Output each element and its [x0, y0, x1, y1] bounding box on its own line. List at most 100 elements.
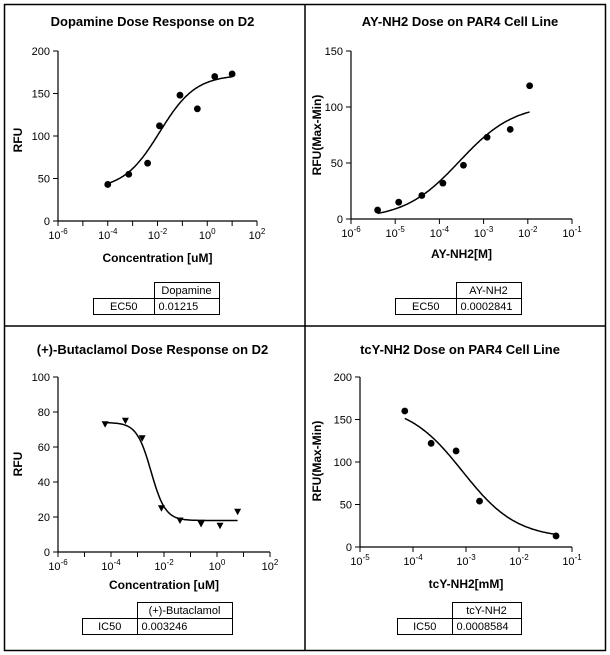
table-column-label: Dopamine — [153, 282, 220, 299]
x-tick-label: 10-4 — [101, 558, 121, 573]
data-point — [216, 522, 224, 530]
fit-curve — [377, 111, 530, 215]
chart-panel-dopamine: Dopamine Dose Response on D2 0 50 100 150 20… — [0, 0, 305, 326]
y-tick-label: 40 — [38, 477, 50, 489]
chart-panel-ay-nh2: AY-NH2 Dose on PAR4 Cell Line 0 50 100 150 1… — [305, 0, 610, 326]
y-tick-label: 0 — [346, 542, 352, 554]
x-tick-label: 100 — [209, 558, 226, 573]
y-tick-label: 100 — [325, 102, 343, 114]
data-point — [144, 159, 152, 167]
table-value: 0.003246 — [136, 618, 233, 635]
x-tick-label: 10-4 — [430, 225, 450, 240]
x-tick-label: 10-5 — [350, 553, 370, 568]
data-point — [526, 82, 534, 90]
data-point — [121, 417, 129, 425]
y-tick-label: 20 — [38, 512, 50, 524]
y-tick-label: 150 — [325, 46, 343, 58]
y-tick-label: 0 — [337, 214, 343, 226]
y-tick-label: 100 — [334, 457, 352, 469]
plot-area: 0 50 100 150 200 10-6 10-4 10-2 100 102 Concentrat… — [11, 46, 266, 265]
data-point — [552, 532, 560, 540]
table-row-label: EC50 — [395, 298, 457, 315]
x-tick-label: 100 — [199, 227, 216, 242]
table-row-label: IC50 — [82, 618, 138, 635]
y-axis-label: RFU(Max-Min) — [310, 421, 324, 502]
x-tick-label: 10-5 — [386, 225, 406, 240]
x-tick-label: 10-1 — [562, 225, 582, 240]
x-tick-label: 10-1 — [562, 553, 582, 568]
x-tick-label: 10-2 — [154, 558, 174, 573]
x-axis-label: Concentration [uM] — [109, 578, 219, 592]
data-point — [483, 133, 491, 141]
data-point — [418, 192, 426, 199]
data-point — [476, 497, 483, 505]
ic50-table: tcY-NH2 IC50 0.0008584 — [397, 602, 522, 635]
y-tick-label: 100 — [32, 131, 50, 143]
x-tick-label: 10-3 — [456, 553, 476, 568]
chart-title: tcY-NH2 Dose on PAR4 Cell Line — [360, 342, 560, 357]
x-axis-label: AY-NH2[M] — [431, 247, 492, 261]
ec50-table: Dopamine EC50 0.01215 — [93, 282, 220, 315]
data-point — [157, 505, 165, 512]
data-point — [211, 73, 219, 80]
chart-panel-butaclamol: (+)-Butaclamol Dose Response on D2 0 20 40… — [0, 326, 305, 655]
data-point — [506, 125, 514, 133]
data-point — [234, 508, 242, 516]
data-point — [427, 439, 435, 447]
x-tick-label: 10-4 — [403, 553, 423, 568]
x-tick-label: 10-2 — [148, 227, 168, 242]
data-point — [452, 447, 460, 455]
data-point — [374, 206, 382, 214]
y-axis-label: RFU — [11, 128, 25, 153]
table-column-label: AY-NH2 — [455, 282, 522, 299]
table-column-label: tcY-NH2 — [451, 602, 522, 619]
ic50-table: (+)-Butaclamol IC50 0.003246 — [82, 602, 233, 635]
data-point — [138, 435, 146, 442]
x-tick-label: 10-6 — [48, 227, 68, 242]
data-point — [176, 91, 184, 99]
x-tick-label: 102 — [249, 227, 266, 242]
y-axis-label: RFU(Max-Min) — [310, 95, 324, 176]
fit-curve — [107, 76, 233, 185]
x-tick-label: 10-6 — [48, 558, 68, 573]
plot-area: 0 50 100 150 200 10-5 10-4 10-3 10-2 10-1 tcY-NH2[… — [310, 372, 582, 591]
data-point — [176, 517, 184, 524]
y-tick-label: 200 — [32, 46, 50, 58]
chart-title: AY-NH2 Dose on PAR4 Cell Line — [361, 14, 559, 29]
fit-curve — [404, 417, 557, 536]
data-point — [156, 122, 163, 130]
data-point — [104, 181, 112, 188]
data-point — [460, 161, 467, 169]
y-tick-label: 60 — [38, 442, 50, 454]
x-axis-label: tcY-NH2[mM] — [429, 577, 504, 591]
y-tick-label: 200 — [334, 372, 352, 384]
x-tick-label: 102 — [262, 558, 279, 573]
y-tick-label: 150 — [32, 89, 50, 101]
x-tick-label: 10-6 — [341, 225, 361, 240]
x-tick-label: 10-2 — [509, 553, 529, 568]
ec50-table: AY-NH2 EC50 0.0002841 — [395, 282, 522, 315]
plot-area: 0 20 40 60 80 100 10-6 10-4 10-2 100 102 Concentrat… — [11, 372, 279, 592]
data-point — [193, 105, 201, 113]
table-value: 0.0008584 — [451, 618, 522, 635]
data-point — [125, 170, 133, 178]
data-point — [439, 179, 447, 187]
table-row-label: IC50 — [397, 618, 453, 635]
y-tick-label: 50 — [331, 158, 343, 170]
y-tick-label: 0 — [44, 547, 50, 559]
data-point — [228, 70, 236, 78]
chart-title: Dopamine Dose Response on D2 — [50, 14, 255, 29]
y-tick-label: 50 — [340, 500, 352, 512]
x-tick-label: 10-2 — [518, 225, 538, 240]
chart-panel-tcy-nh2: tcY-NH2 Dose on PAR4 Cell Line 0 50 100 150… — [305, 326, 610, 655]
y-tick-label: 80 — [38, 407, 50, 419]
data-point — [395, 198, 403, 206]
plot-area: 0 50 100 150 10-6 10-5 10-4 10-3 10-2 10-1 AY-NH2[… — [310, 46, 582, 261]
chart-title: (+)-Butaclamol Dose Response on D2 — [36, 342, 269, 357]
x-tick-label: 10-4 — [98, 227, 118, 242]
data-point — [101, 421, 109, 428]
x-tick-label: 10-3 — [474, 225, 494, 240]
y-tick-label: 50 — [38, 174, 50, 186]
y-tick-label: 150 — [334, 415, 352, 427]
